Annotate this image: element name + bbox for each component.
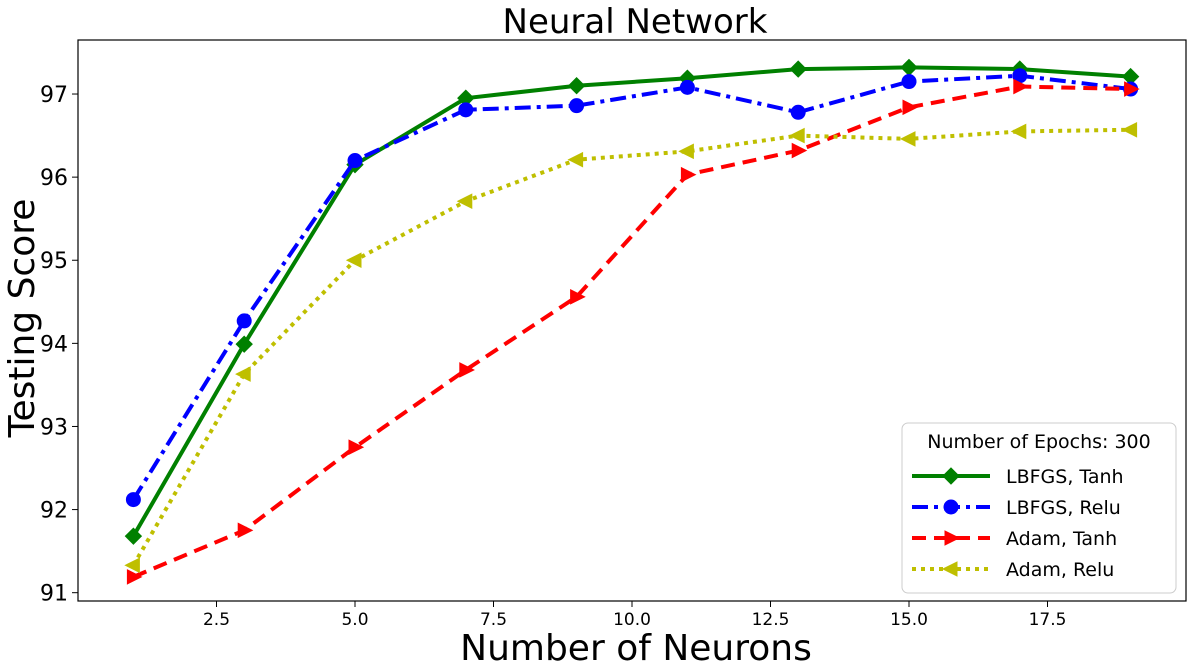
data-point [680, 166, 697, 183]
series-line [131, 73, 1131, 501]
data-point [237, 522, 254, 539]
legend: Number of Epochs: 300 LBFGS, TanhLBFGS, … [901, 422, 1177, 594]
data-point [678, 143, 694, 160]
data-point [347, 153, 363, 169]
x-tick-label: 5.0 [341, 610, 368, 630]
data-point [126, 569, 143, 585]
legend-title: Number of Epochs: 300 [927, 431, 1151, 453]
data-point [348, 439, 365, 456]
legend-label: LBFGS, Tanh [1006, 466, 1124, 488]
legend-item: LBFGS, Tanh [912, 466, 1124, 488]
x-axis-label: Number of Neurons [460, 628, 812, 664]
legend-box [901, 422, 1177, 594]
data-point [235, 366, 251, 382]
data-point [459, 362, 475, 378]
data-point [124, 557, 140, 574]
legend-item: LBFGS, Relu [912, 497, 1121, 519]
data-point [899, 131, 916, 147]
x-tick-label: 17.5 [1029, 610, 1067, 630]
y-tick-label: 95 [40, 249, 68, 274]
legend-marker [941, 561, 958, 577]
data-point [236, 313, 252, 329]
series-3 [124, 121, 1138, 574]
legend-marker [943, 499, 959, 515]
series-0 [124, 58, 1140, 545]
legend-marker [942, 467, 960, 485]
legend-marker [944, 530, 961, 546]
data-point [1121, 121, 1138, 138]
plot-area: 2.5 5.0 7.5 10.0 12.5 15.0 17.5 91 92 93 94 95 96 97 [40, 39, 1187, 630]
y-tick-label: 96 [40, 166, 68, 191]
series-group [124, 58, 1140, 585]
data-point [901, 74, 917, 90]
data-point [567, 151, 584, 168]
data-point [235, 335, 253, 353]
data-point [567, 77, 586, 95]
legend-label: Adam, Relu [1006, 559, 1114, 581]
data-point [125, 492, 141, 508]
series-line [132, 84, 1131, 579]
data-point [569, 98, 585, 114]
x-axis: 2.5 5.0 7.5 10.0 12.5 15.0 17.5 [203, 601, 1066, 630]
y-tick-label: 93 [40, 415, 68, 440]
y-tick-label: 97 [40, 83, 68, 108]
y-tick-label: 94 [40, 332, 68, 357]
y-tick-label: 92 [40, 499, 68, 524]
data-point [570, 289, 586, 305]
series-line [131, 127, 1131, 567]
data-point [1010, 123, 1027, 140]
y-axis-label: Testing Score [2, 199, 43, 439]
chart-title: Neural Network [503, 2, 768, 42]
data-point [456, 193, 473, 210]
data-point [789, 127, 805, 144]
legend-item: Adam, Relu [912, 559, 1114, 581]
data-point [124, 527, 143, 545]
y-tick-label: 91 [40, 582, 68, 607]
data-point [345, 252, 362, 269]
data-point [790, 104, 806, 120]
legend-label: LBFGS, Relu [1006, 497, 1121, 519]
data-point [791, 142, 808, 159]
data-point [1124, 81, 1140, 97]
x-tick-label: 2.5 [203, 610, 230, 630]
data-point [789, 60, 807, 78]
x-tick-label: 10.0 [613, 610, 651, 630]
y-axis: 91 92 93 94 95 96 97 [40, 83, 78, 607]
x-tick-label: 15.0 [890, 610, 928, 630]
legend-item: Adam, Tanh [912, 528, 1117, 550]
series-line [131, 65, 1131, 538]
x-tick-label: 12.5 [752, 610, 790, 630]
legend-items: LBFGS, Tanh LBFGS, Relu Adam, Tanh Adam, Re… [912, 466, 1124, 581]
series-2 [126, 78, 1140, 585]
data-point [900, 58, 918, 77]
data-point [1013, 78, 1029, 95]
x-tick-label: 7.5 [480, 610, 507, 630]
data-point [458, 102, 474, 118]
data-point [679, 79, 695, 95]
legend-label: Adam, Tanh [1006, 528, 1117, 550]
data-point [902, 99, 919, 116]
